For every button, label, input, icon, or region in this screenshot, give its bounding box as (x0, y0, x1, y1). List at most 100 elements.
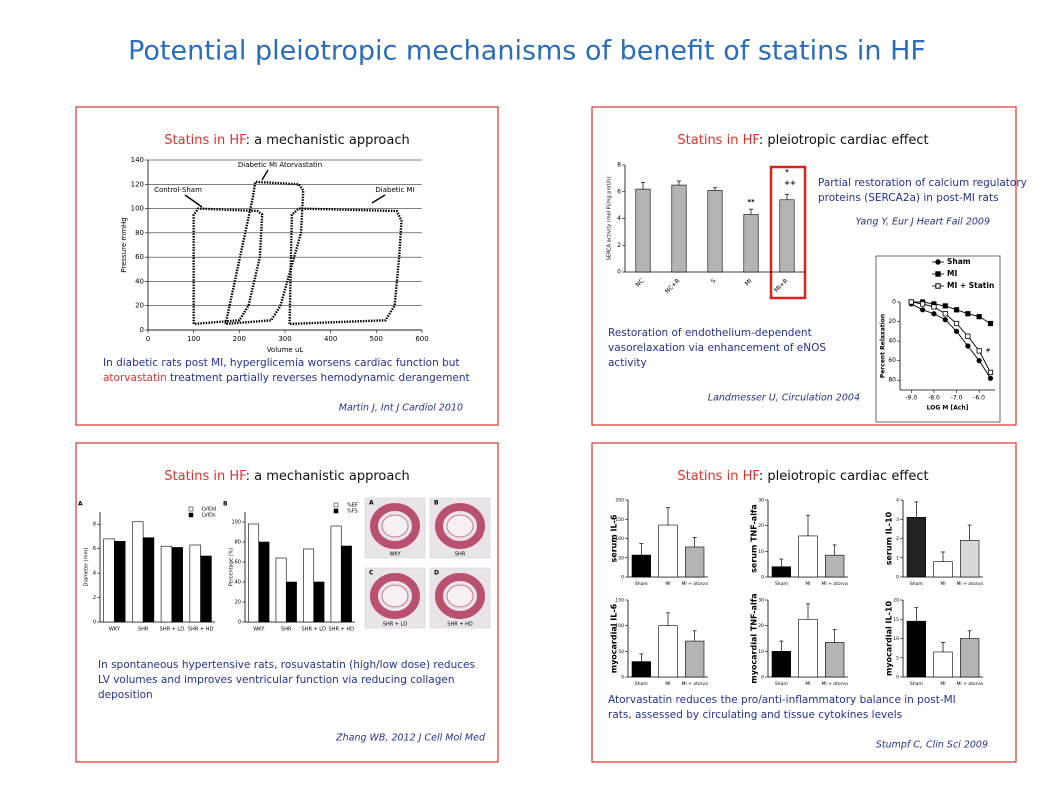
axis-label: serum IL-10 (885, 511, 894, 565)
y-tick-label: 60 (135, 253, 144, 261)
citation: Zhang WB, 2012 J Cell Mol Med (335, 733, 486, 744)
x-tick-label: -9.0 (905, 395, 917, 402)
y-tick-label: 150 (615, 598, 624, 604)
legend-label: MI (947, 269, 957, 278)
y-tick-label: 80 (888, 377, 896, 384)
x-tick-label: -6.0 (973, 395, 985, 402)
tissue-ring (435, 573, 485, 619)
y-tick-label: 0 (896, 575, 899, 581)
y-tick-label: 6 (617, 188, 621, 195)
legend-label: LVIDs (202, 513, 216, 519)
bar (132, 521, 144, 623)
bar (906, 517, 926, 578)
heading-part: Statins in HF (164, 133, 246, 148)
y-tick-label: 2 (896, 536, 899, 542)
annotation: Control-Sham (154, 186, 202, 194)
y-tick-label: 0 (238, 620, 241, 626)
point (976, 348, 982, 354)
x-tick-label: Sham (775, 681, 788, 687)
bar (330, 525, 342, 623)
bar (671, 184, 687, 273)
image-letter: D (434, 570, 439, 577)
image-label: SHR + HD (447, 622, 473, 628)
axis-label: Volume uL (267, 346, 304, 354)
bar (103, 538, 115, 623)
axis-label: Percentage (%) (229, 548, 235, 586)
bar (160, 545, 173, 623)
y-tick-label: 10 (758, 549, 764, 555)
legend-label: %FS (347, 509, 358, 515)
legend-marker (935, 283, 941, 289)
point (965, 333, 971, 339)
bar (960, 638, 980, 678)
axis-label: serum IL-6 (610, 514, 619, 562)
legend-marker (935, 259, 941, 265)
y-tick-label: 200 (615, 498, 624, 504)
bar (685, 640, 705, 678)
x-tick-label: MI (665, 681, 670, 687)
y-tick-label: 0 (896, 675, 899, 681)
x-tick-label: 600 (415, 335, 428, 343)
point (908, 299, 914, 305)
x-tick-label: NC (634, 278, 645, 289)
citation: Yang Y, Eur J Heart Fail 2009 (856, 217, 990, 228)
heading-part: Statins in HF (164, 469, 246, 484)
heading-part: Statins in HF (677, 133, 759, 148)
legend-marker (935, 271, 941, 277)
point (920, 307, 926, 313)
y-tick-label: 4 (896, 498, 899, 504)
axis-label: SERCA activity (mol Pi/mg prot/h) (607, 177, 613, 261)
bar (906, 620, 926, 678)
y-tick-label: 20 (758, 523, 764, 529)
bar (779, 199, 795, 273)
caption-line: atorvastatin treatment partially reverse… (103, 372, 470, 384)
y-tick-label: 5 (896, 655, 899, 661)
y-tick-label: 50 (618, 555, 624, 561)
y-tick-label: 0 (617, 269, 621, 276)
y-tick-label: 20 (235, 600, 241, 606)
axis-label: myocardial IL-10 (885, 601, 894, 676)
caption-line: LV volumes and improves ventricular func… (98, 674, 455, 686)
y-tick-label: 4 (93, 571, 96, 577)
annotation: ++ (784, 179, 796, 187)
bar (635, 188, 651, 273)
citation: Landmesser U, Circulation 2004 (708, 393, 860, 404)
legend-swatch (333, 502, 339, 508)
arrow (184, 194, 203, 208)
legend-label: %EF (347, 503, 358, 509)
legend-swatch (188, 512, 194, 518)
y-tick-label: 8 (617, 162, 621, 169)
bar (142, 537, 155, 623)
x-tick-label: 300 (278, 335, 291, 343)
y-tick-label: 0 (761, 675, 764, 681)
note-line: Partial restoration of calcium regulator… (818, 177, 1027, 189)
bar (171, 547, 183, 623)
x-tick-label: Sham (635, 581, 648, 587)
axis-label: serum TNF-alfa (750, 504, 759, 573)
point (976, 358, 982, 364)
x-tick-label: MI (940, 681, 945, 687)
bar (285, 581, 297, 623)
y-tick-label: 140 (131, 156, 144, 164)
x-tick-label: 500 (370, 335, 383, 343)
image-letter: A (369, 500, 374, 507)
slide-title: Potential pleiotropic mechanisms of bene… (128, 36, 926, 67)
x-tick-label: 200 (233, 335, 246, 343)
y-tick-label: 2 (93, 595, 96, 601)
x-tick-label: MI + atorva (956, 681, 983, 687)
y-tick-label: 20 (893, 598, 899, 604)
point (987, 369, 994, 376)
legend-label: LVIDd (202, 507, 216, 513)
caption-line: deposition (98, 689, 153, 701)
y-tick-label: 100 (615, 536, 624, 542)
point (953, 320, 960, 327)
annotation: ** (747, 198, 755, 206)
point (965, 343, 971, 349)
heading-part: Statins in HF (677, 469, 759, 484)
axis-label: Percent Relaxation (880, 314, 887, 378)
bar (743, 214, 759, 273)
x-tick-label: Sham (775, 581, 788, 587)
heading-part: : pleiotropic cardiac effect (759, 133, 929, 148)
annotation: Diabetic MI Atorvastatin (238, 161, 322, 169)
x-tick-label: SHR + HD (329, 627, 355, 633)
